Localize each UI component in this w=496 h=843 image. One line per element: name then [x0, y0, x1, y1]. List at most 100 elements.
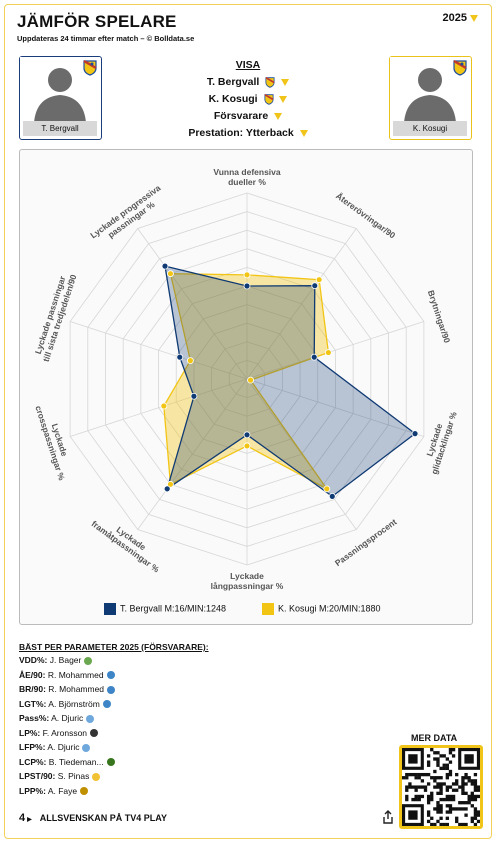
club-logo-icon [84, 656, 93, 665]
page-subtitle: Uppdateras 24 timmar efter match – © Bol… [17, 34, 195, 43]
best-row-player: F. Aronsson [40, 727, 88, 738]
radar-point [324, 349, 332, 356]
legend-item-player-2: K. Kosugi M:20/MIN:1880 [262, 603, 381, 615]
select-position[interactable]: Försvarare [100, 110, 396, 122]
best-heading: BÄST PER PARAMETER 2025 (FÖRSVARARE): [19, 642, 209, 652]
radar-spoke [246, 321, 425, 380]
best-row-key: BR/90: [19, 684, 46, 694]
chevron-down-icon [281, 78, 290, 86]
select-player-1[interactable]: T. Bergvall [100, 76, 396, 88]
radar-chart-container: Vunna defensiva dueller % Återerövringar/9… [19, 149, 473, 625]
player-name-right: K. Kosugi [393, 121, 467, 136]
radar-point [328, 492, 336, 500]
radar-spoke [137, 378, 248, 530]
club-logo-icon [90, 729, 99, 738]
radar-point [310, 353, 318, 361]
best-row-key: LGT%: [19, 698, 47, 709]
radar-point [323, 485, 331, 493]
best-row-player: A. Björnström [46, 698, 100, 709]
best-row: LGT%: A. Björnström [19, 699, 111, 709]
play-triangle-icon: ▶ [27, 817, 32, 823]
best-row: ÅE/90: R. Mohammed [19, 670, 115, 680]
radar-spoke [246, 378, 425, 437]
best-row: LP%: F. Aronsson [19, 727, 99, 738]
best-row-player: S. Pinas [55, 771, 90, 781]
radar-axis-label: Lyckade passningartill sista tredjedelen… [31, 270, 78, 363]
legend-swatch [104, 603, 116, 615]
legend-label: T. Bergvall M:16/MIN:1248 [120, 603, 227, 614]
radar-axis-label: Lyckadeframåtpassningar % [90, 510, 168, 574]
radar-point [167, 270, 174, 278]
radar-point [315, 276, 323, 284]
club-crest-icon [83, 60, 97, 76]
best-row: LFP%: A. Djuric [19, 742, 91, 752]
player-name-left: T. Bergvall [23, 121, 97, 136]
radar-point [243, 271, 251, 279]
select-player-2-label: K. Kosugi [208, 93, 258, 105]
club-logo-icon [106, 758, 115, 767]
qr-code[interactable] [399, 745, 483, 829]
select-player-2[interactable]: K. Kosugi [100, 93, 396, 105]
club-logo-icon [92, 772, 101, 781]
select-position-label: Försvarare [213, 110, 269, 122]
radar-point [411, 430, 419, 438]
radar-point [161, 262, 169, 270]
best-row: VDD%: J. Bager [19, 655, 93, 665]
radar-point [243, 282, 251, 290]
best-row-key: LPP%: [19, 785, 46, 796]
radar-axis-label: Passningsprocent [333, 517, 399, 569]
best-row-player: A. Faye [45, 785, 78, 796]
legend-item-player-1: T. Bergvall M:16/MIN:1248 [104, 603, 226, 615]
best-row-key: ÅE/90: [19, 669, 46, 680]
club-logo-icon [107, 685, 116, 694]
tv4-logo-icon: 4 [19, 812, 26, 824]
radar-axis-label: Återerövringar/90 [334, 191, 397, 241]
radar-point [176, 353, 184, 361]
best-row-key: LPST/90: [19, 771, 56, 781]
footer-link[interactable]: 4 ▶ ALLSVENSKAN PÅ TV4 PLAY [19, 812, 167, 824]
best-row: LPP%: A. Faye [19, 785, 89, 796]
year-select[interactable]: 2025 [443, 12, 478, 24]
radar-axis-label: Lyckadeglidtacklingar % [420, 407, 459, 476]
best-row-player: A. Djuric [49, 713, 84, 723]
chevron-down-icon [279, 95, 288, 103]
radar-axis-label: Vunna defensiva dueller % [213, 167, 281, 187]
radar-point [190, 392, 198, 400]
best-row-key: VDD%: [19, 655, 48, 665]
select-performance[interactable]: Prestation: Ytterback [100, 127, 396, 139]
radar-point [167, 480, 174, 488]
best-row-player: R. Mohammed [45, 669, 104, 680]
best-row: LPST/90: S. Pinas [19, 771, 101, 781]
club-crest-icon [265, 76, 275, 88]
radar-point [311, 282, 319, 290]
best-row-player: R. Mohammed [45, 684, 105, 694]
page-title: JÄMFÖR SPELARE [17, 12, 177, 31]
radar-series-area [164, 265, 417, 498]
year-value: 2025 [442, 12, 467, 24]
legend-label: K. Kosugi M:20/MIN:1880 [278, 603, 381, 614]
radar-axis-label: Lyckade långpassningar % [211, 571, 284, 591]
radar-chart: Vunna defensiva dueller % Återerövringar/9… [31, 167, 459, 591]
best-row: LCP%: B. Tiedeman... [19, 757, 115, 767]
radar-point [243, 442, 251, 450]
best-row: BR/90: R. Mohammed [19, 684, 116, 694]
player-card-right[interactable]: K. Kosugi [389, 56, 472, 140]
visa-heading: VISA [235, 59, 261, 71]
select-performance-label: Prestation: Ytterback [188, 127, 294, 139]
radar-point [186, 357, 194, 365]
share-icon[interactable] [382, 810, 394, 824]
club-logo-icon [106, 671, 115, 680]
club-logo-icon [102, 700, 111, 709]
player-card-left[interactable]: T. Bergvall [19, 56, 102, 140]
radar-axis-label: Lyckade progressivapassningar % [88, 183, 168, 249]
club-logo-icon [80, 787, 89, 796]
footer-text: ALLSVENSKAN PÅ TV4 PLAY [39, 813, 167, 823]
radar-point [247, 376, 254, 384]
best-row-player: B. Tiedeman... [46, 756, 104, 767]
best-row-player: J. Bager [47, 655, 82, 665]
radar-spoke [137, 228, 248, 380]
chevron-down-icon [470, 14, 478, 22]
best-row-player: A. Djuric [45, 742, 80, 752]
best-row-key: LP%: [19, 727, 41, 738]
best-row-key: LFP%: [19, 742, 46, 752]
